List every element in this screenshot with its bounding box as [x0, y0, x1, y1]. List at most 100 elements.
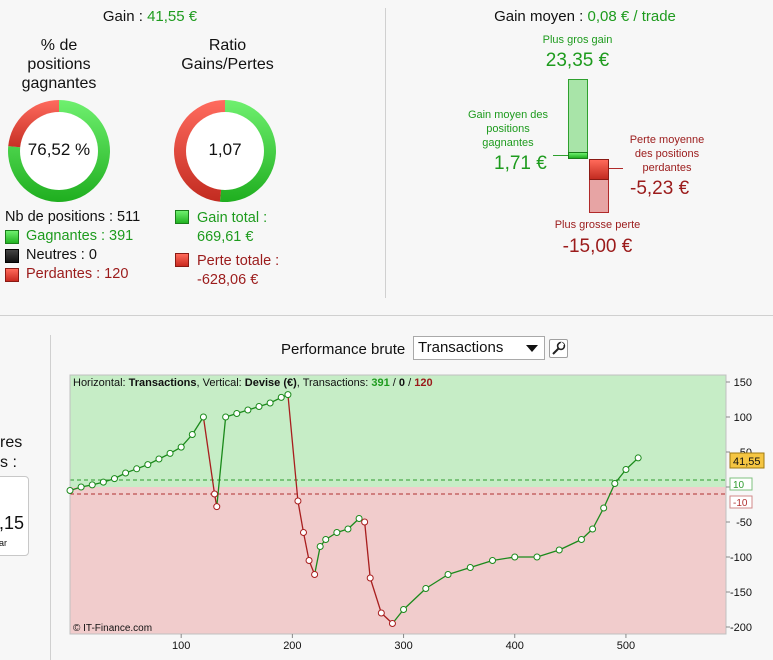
best-gain-bar	[568, 79, 588, 159]
series-point	[311, 571, 319, 578]
ref-lo-label: -10	[733, 498, 748, 509]
current-value-badge	[729, 452, 765, 469]
positions-total: Nb de positions : 511	[5, 209, 141, 225]
series-point	[589, 525, 597, 533]
series-point	[188, 431, 196, 438]
series-point	[99, 478, 107, 486]
left-box-sub: ar	[0, 538, 8, 548]
gain-total-swatch	[175, 210, 189, 224]
x-tick-label: 500	[617, 640, 635, 652]
win-pct-donut	[7, 100, 110, 202]
series-point	[277, 393, 285, 401]
series-point	[533, 553, 541, 561]
y-tick-label: 150	[734, 377, 752, 389]
losing-legend-swatch	[5, 268, 19, 282]
series-point	[344, 525, 352, 533]
series-segment	[297, 500, 305, 533]
loss-total-swatch	[175, 253, 189, 267]
series-point	[355, 515, 363, 522]
best-gain-value: 23,35 €	[545, 50, 610, 71]
x-tick-label: 100	[172, 640, 190, 652]
series-point	[77, 483, 85, 491]
series-point	[577, 536, 585, 543]
wrench-icon	[552, 341, 566, 355]
left-value-box: ,15 ar	[0, 476, 29, 556]
series-point	[555, 546, 563, 554]
gain-value: 41,55 €	[147, 8, 198, 25]
series-segment	[470, 559, 493, 569]
y-tick-label: -200	[730, 622, 752, 634]
chevron-down-icon[interactable]	[526, 345, 538, 352]
series-point	[166, 449, 174, 457]
avg-win-label: Gain moyen des positions gagnantes	[467, 109, 549, 149]
positions-losing: Perdantes : 120	[26, 266, 129, 282]
neutral-legend-swatch	[5, 249, 19, 263]
series-point	[600, 504, 608, 512]
x-tick-label: 400	[506, 640, 524, 652]
avg-gain-bar	[568, 152, 588, 159]
gain-label: Gain :	[102, 8, 148, 25]
series-point	[122, 469, 130, 477]
avg-loss-label: Perte moyenne des positions perdantes	[629, 134, 705, 174]
ratio-value: 1,07	[208, 140, 242, 159]
series-segment	[202, 416, 216, 495]
performance-chart: 10020030040050015010050-50-100-150-200 H…	[66, 374, 765, 652]
series-point	[444, 571, 452, 578]
series-point	[155, 455, 163, 463]
series-segment	[313, 546, 321, 575]
series-point	[422, 585, 430, 592]
ratio-title: Ratio Gains/Pertes	[181, 37, 274, 73]
y-tick-label: 100	[734, 412, 752, 424]
axis-select[interactable]: Transactions	[413, 336, 545, 360]
series-point	[634, 454, 642, 462]
x-tick-label: 200	[283, 640, 301, 652]
series-segment	[369, 577, 382, 614]
avg-gain-header: Gain moyen : 0,08 € / trade	[494, 8, 676, 25]
series-segment	[216, 416, 227, 507]
series-point	[322, 536, 330, 543]
series-point	[199, 413, 207, 421]
series-point	[266, 399, 274, 407]
y-tick-label: -50	[736, 517, 752, 529]
series-point	[222, 413, 230, 421]
series-segment	[492, 556, 515, 562]
series-segment	[287, 394, 299, 502]
win-pct-title: % de positions gagnantes	[21, 37, 97, 92]
avg-loss-bar	[589, 159, 609, 180]
series-point	[66, 487, 74, 494]
ref-hi-label: 10	[733, 480, 745, 491]
series-point	[333, 529, 341, 536]
series-point	[305, 557, 313, 564]
series-point	[466, 564, 474, 571]
positions-winning: Gagnantes : 391	[26, 228, 134, 244]
series-point	[88, 481, 96, 489]
chart-copyright: © IT-Finance.com	[73, 623, 152, 634]
avg-loss-value: -5,23 €	[630, 178, 690, 199]
series-point	[255, 403, 263, 410]
settings-button[interactable]	[549, 339, 568, 358]
gain-total: Gain total : 669,61 €	[197, 210, 268, 245]
series-point	[388, 620, 396, 627]
positive-zone	[70, 375, 726, 487]
series-point	[110, 475, 118, 483]
avg-win-value: 1,71 €	[494, 153, 547, 174]
x-tick-label: 300	[394, 640, 412, 652]
avg-gain-connector	[553, 155, 568, 156]
series-point	[233, 410, 241, 417]
series-segment	[447, 566, 471, 576]
series-point	[377, 609, 385, 617]
left-box-value: ,15	[0, 513, 25, 533]
series-segment	[536, 549, 560, 558]
series-point	[284, 391, 292, 399]
section-divider	[0, 315, 773, 316]
series-point	[611, 480, 619, 487]
avg-loss-connector	[609, 168, 623, 169]
series-point	[144, 461, 152, 469]
y-tick-label: -100	[730, 552, 752, 564]
series-point	[489, 557, 497, 564]
series-segment	[403, 588, 427, 610]
chart-info: Horizontal: Transactions, Vertical: Devi…	[73, 377, 433, 389]
ratio-donut	[174, 100, 277, 202]
gain-header: Gain : 41,55 €	[80, 8, 220, 25]
series-point	[213, 503, 221, 511]
